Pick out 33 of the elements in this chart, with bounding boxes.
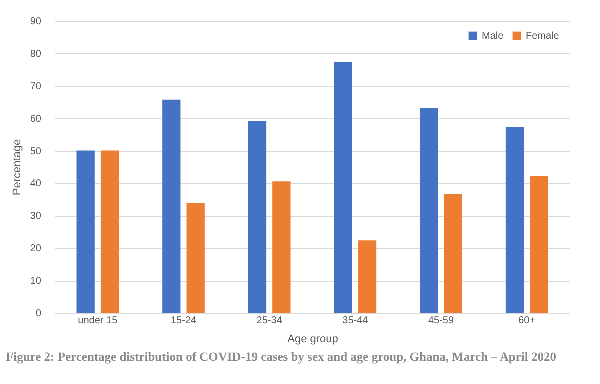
- y-tick-label: 50: [30, 146, 42, 158]
- legend-label: Female: [526, 31, 560, 42]
- x-tick-label: 25-34: [256, 316, 283, 326]
- y-tick-label: 70: [30, 81, 42, 92]
- x-tick-label: 60+: [518, 316, 536, 326]
- x-tick-label: 15-24: [170, 316, 197, 326]
- bar: [358, 240, 377, 313]
- bar: [162, 100, 181, 313]
- bar: [506, 127, 524, 313]
- y-axis-title: Percentage: [11, 139, 24, 196]
- bar: [272, 182, 291, 313]
- bar: [420, 108, 438, 313]
- y-tick-label: 90: [30, 16, 42, 28]
- caption: Figure 2: Percentage distribution of COVID-19 cases by sex and age group, Ghana, March – April 2020: [6, 350, 558, 365]
- y-tick-label: 0: [36, 308, 42, 320]
- y-tick-label: 40: [30, 178, 42, 190]
- x-tick-label: under 15: [78, 316, 118, 326]
- bar: [186, 203, 205, 313]
- x-axis-title: Age group: [288, 334, 338, 346]
- bar: [334, 62, 352, 313]
- x-tick-label: 35-44: [342, 316, 369, 326]
- bar: [76, 150, 95, 313]
- x-tick-label: 45-59: [428, 316, 454, 326]
- legend-label: Male: [482, 31, 504, 42]
- y-tick-label: 20: [30, 244, 42, 255]
- bar: [530, 176, 548, 313]
- bar: [100, 150, 120, 313]
- y-tick-label: 30: [30, 211, 42, 222]
- y-tick-label: 60: [30, 114, 42, 125]
- y-tick-label: 80: [30, 48, 42, 60]
- bar: [248, 121, 267, 313]
- bar: [444, 194, 462, 313]
- y-tick-label: 10: [30, 276, 42, 288]
